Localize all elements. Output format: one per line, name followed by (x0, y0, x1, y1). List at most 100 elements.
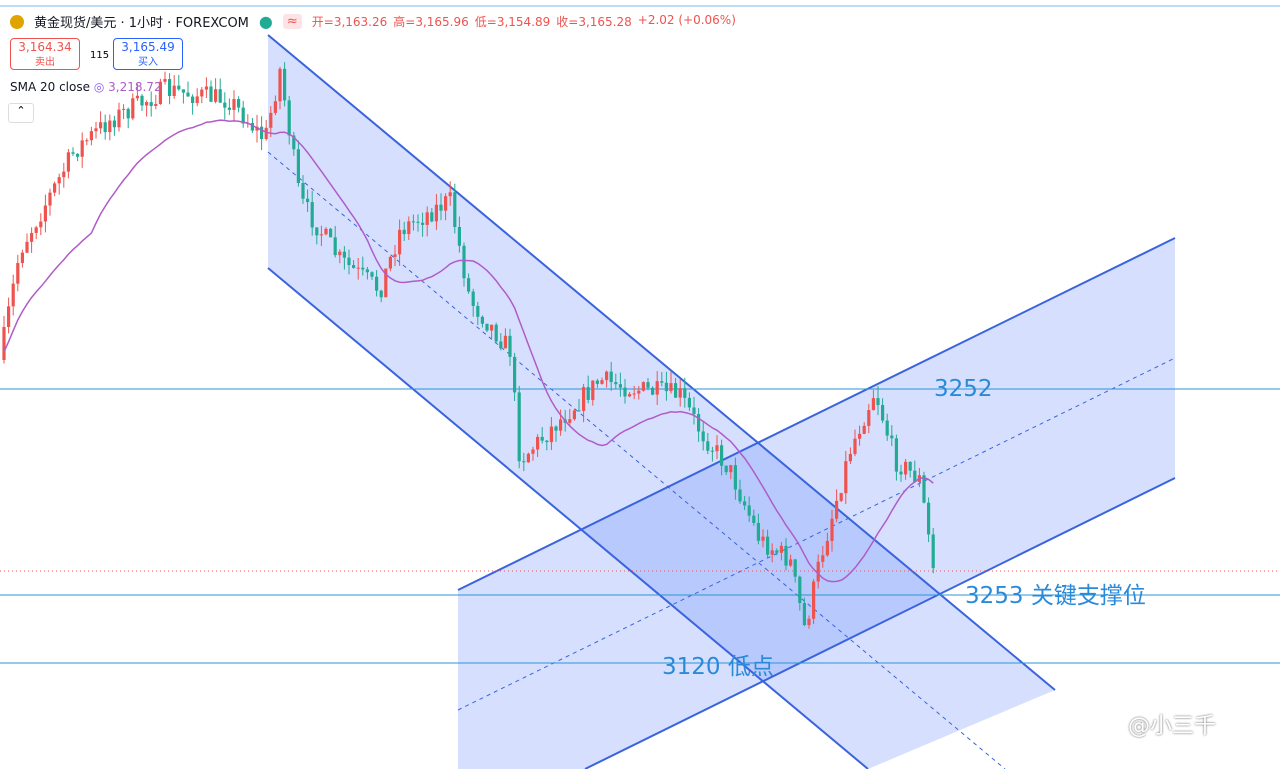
candle-body (729, 465, 733, 473)
indicator-icon[interactable]: ◎ (93, 80, 105, 94)
candle-body (844, 461, 848, 494)
candle-body (16, 263, 20, 284)
sell-button[interactable]: 3,164.34 卖出 (10, 38, 80, 70)
symbol-icon (10, 14, 24, 29)
candle-body (283, 68, 287, 101)
channel-line (267, 34, 1056, 691)
candle-body (871, 398, 875, 411)
candle-body (287, 100, 291, 136)
watermark: @小三千 (1128, 714, 1217, 739)
indicator-value: 3,218.72 (108, 80, 162, 94)
spread: 115 (90, 50, 110, 61)
candle-body (513, 356, 517, 393)
channel-line (584, 477, 1176, 769)
candle-body (503, 335, 507, 349)
annotation: 3253 关键支撑位 (965, 583, 1146, 609)
candle-body (637, 390, 641, 394)
candle-body (490, 324, 494, 331)
candle-body (223, 102, 227, 108)
candle-body (20, 252, 24, 264)
candle-body (80, 140, 84, 157)
candle-body (135, 95, 139, 99)
candle-body (646, 382, 650, 388)
candle-body (324, 228, 328, 235)
candle-body (126, 108, 130, 119)
candle-body (802, 603, 806, 626)
candle-body (743, 501, 747, 506)
candle-body (858, 433, 862, 439)
candle-body (145, 102, 149, 106)
candle-body (30, 232, 34, 242)
candle-body (752, 515, 756, 523)
candle-body (66, 152, 70, 172)
collapse-button[interactable]: ⌃ (8, 103, 34, 123)
candle-body (250, 123, 254, 131)
sma-line (3, 119, 934, 583)
candle-body (209, 86, 213, 102)
candle-body (2, 327, 6, 360)
buy-button[interactable]: 3,165.49 买入 (113, 38, 183, 70)
candle-body (471, 291, 475, 306)
candle-body (779, 545, 783, 553)
candle-body (641, 382, 645, 391)
candle-body (356, 267, 360, 269)
candle-body (310, 202, 314, 228)
candle-body (361, 267, 365, 270)
candle-body (715, 445, 719, 452)
candle-body (701, 431, 705, 442)
candle-body (25, 241, 29, 253)
candle-body (738, 489, 742, 502)
candle-body (453, 192, 457, 227)
candle-body (191, 96, 195, 104)
candle-body (407, 221, 411, 235)
candle-body (370, 272, 374, 277)
candle-body (908, 461, 912, 471)
candle-body (683, 388, 687, 398)
candle-body (57, 177, 61, 184)
candle-body (85, 140, 89, 142)
candle-body (756, 522, 760, 541)
candle-body (476, 305, 480, 317)
candle-body (480, 316, 484, 324)
candle-body (605, 371, 609, 381)
sell-label: 卖出 (35, 57, 55, 68)
candle-body (678, 388, 682, 398)
candle-body (628, 394, 632, 397)
candle-body (485, 323, 489, 331)
market-status[interactable]: ≈ (282, 14, 302, 29)
candle-body (434, 204, 438, 222)
candle-body (43, 205, 47, 222)
candle-body (770, 550, 774, 555)
candle-body (540, 436, 544, 441)
candle-body (402, 229, 406, 235)
candle-body (669, 383, 673, 392)
candle-body (39, 221, 43, 228)
candle-body (766, 536, 770, 555)
annotation: 3252 (934, 376, 993, 402)
candle-body (296, 149, 300, 184)
candle-body (812, 581, 816, 619)
candle-body (793, 559, 797, 577)
candle-body (352, 265, 356, 268)
candle-body (218, 89, 222, 103)
buy-label: 买入 (138, 57, 158, 68)
status-dot[interactable]: ● (258, 12, 273, 31)
candle-body (278, 68, 282, 102)
candle-body (885, 420, 889, 436)
candle-body (260, 126, 264, 140)
candle-body (241, 107, 245, 124)
candle-body (499, 341, 503, 349)
candle-body (227, 107, 231, 110)
candle-body (614, 382, 618, 385)
candle-body (163, 79, 167, 82)
candle-body (848, 453, 852, 462)
candle-body (273, 101, 277, 113)
candle-body (204, 86, 208, 90)
channel-midline (457, 357, 1176, 711)
annotation: 3120 低点 (662, 654, 774, 680)
candle-body (927, 502, 931, 535)
candle-body (720, 445, 724, 466)
candle-body (301, 183, 305, 199)
candle-body (269, 112, 273, 128)
candle-body (531, 449, 535, 454)
